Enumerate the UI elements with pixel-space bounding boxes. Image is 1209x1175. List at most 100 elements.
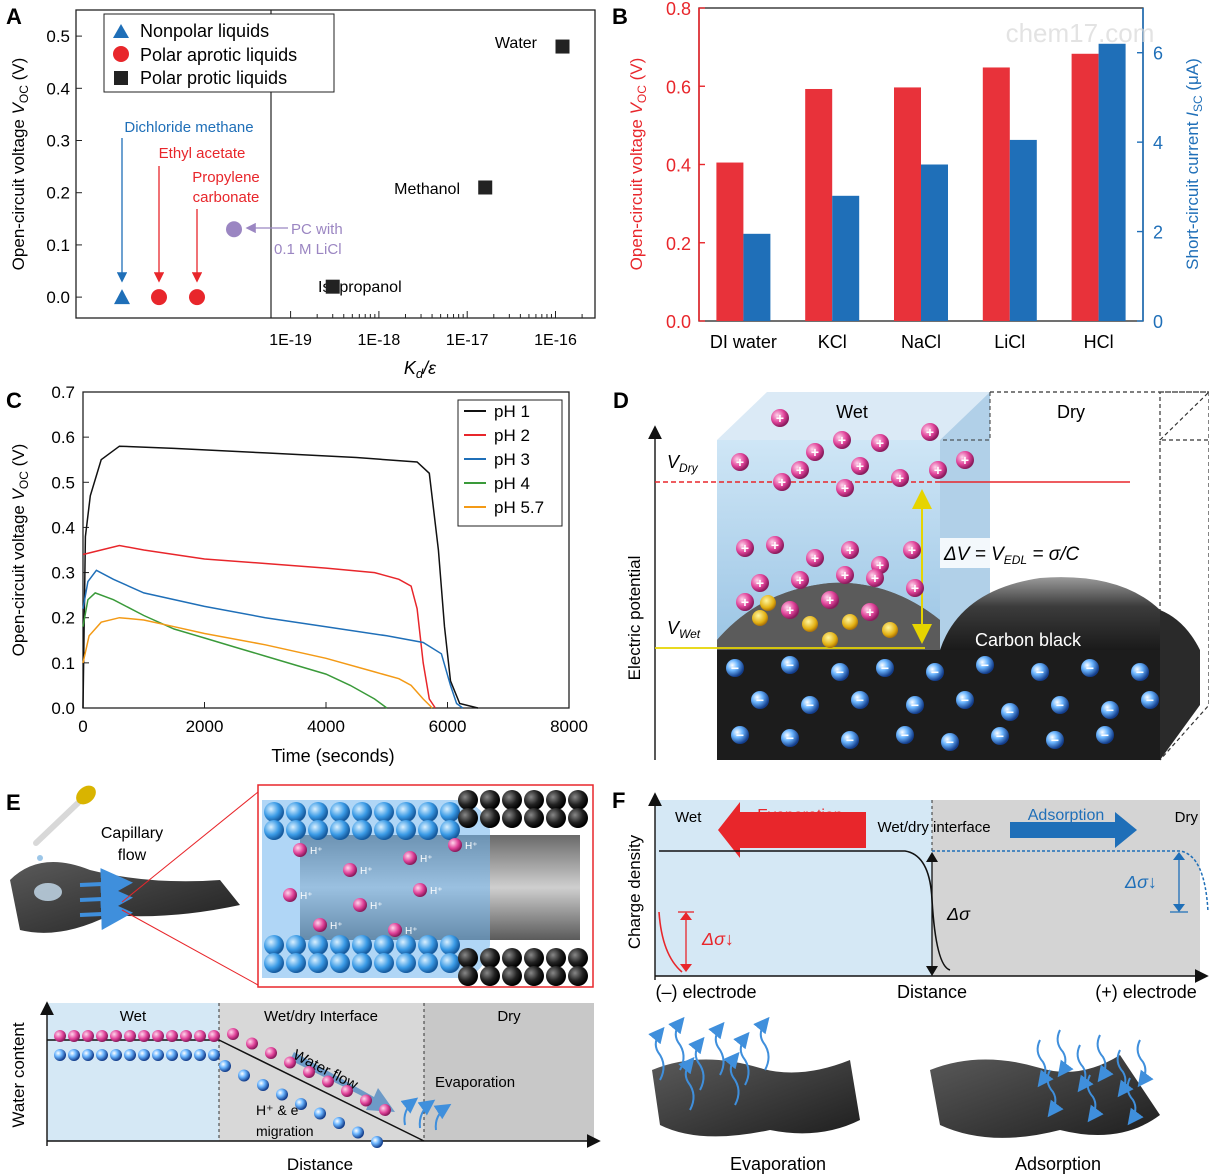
proton — [353, 898, 367, 912]
panel-f-label: F — [612, 788, 625, 813]
evaporation-arrow — [718, 802, 866, 858]
panel-a-label: A — [6, 4, 22, 29]
electron — [68, 1049, 80, 1061]
proton — [246, 1037, 258, 1050]
electron — [781, 656, 799, 674]
e-interface-label: Wet/dry Interface — [264, 1008, 378, 1025]
y-tick-label: 0.7 — [51, 383, 75, 402]
e-wet-label: Wet — [120, 1008, 147, 1025]
electron-sign: − — [911, 697, 919, 713]
cation-sign: + — [778, 474, 786, 490]
f-dry-label: Dry — [1175, 809, 1199, 826]
f-vapor-arrows — [648, 1016, 1154, 1126]
annot-methanol: Methanol — [394, 181, 460, 198]
electron-sign: − — [996, 728, 1004, 744]
f-wet-label: Wet — [675, 809, 702, 826]
electron — [1141, 691, 1159, 709]
right-tick-label: 6 — [1153, 44, 1163, 64]
proton — [303, 1066, 315, 1078]
watermark: chem17.com — [1006, 18, 1155, 48]
dsigma-evap-label: Δσ↓ — [701, 929, 734, 949]
panel-a-axes-frame — [75, 9, 596, 319]
panel-c-x-axis-label: Time (seconds) — [271, 746, 394, 766]
panel-c-label: C — [6, 388, 22, 413]
proton — [313, 918, 327, 932]
carbon-bead — [568, 948, 588, 968]
water-bead — [374, 935, 394, 955]
dsigma-label: Δσ — [946, 904, 971, 924]
annot-pc-licl-2: 0.1 M LiCl — [274, 241, 342, 258]
panel-d-wet-label: Wet — [836, 402, 868, 422]
panel-a-y-axis-label: Open-circuit voltage VOC (V) — [9, 58, 31, 271]
proton — [448, 838, 462, 852]
cation-sign: + — [796, 572, 804, 588]
electron — [194, 1049, 206, 1061]
panel-a: A 0.00.10.20.30.40.5 1E-19 1E-18 1E-17 1E-1… — [6, 4, 596, 381]
proton — [208, 1030, 220, 1042]
carbon-bead — [524, 966, 544, 986]
electron — [371, 1136, 383, 1148]
water-bead — [330, 802, 350, 822]
electron — [906, 696, 924, 714]
electron — [851, 691, 869, 709]
proton-label: H⁺ — [360, 866, 373, 877]
cation — [891, 469, 909, 487]
water-bead — [352, 935, 372, 955]
cation-sign: + — [796, 462, 804, 478]
vapor-down-arrow — [1126, 1077, 1144, 1126]
electron — [726, 659, 744, 677]
electron — [991, 727, 1009, 745]
panel-a-x-axis-label: Kd/ε — [404, 358, 437, 381]
water-bead — [352, 820, 372, 840]
cation-sign: + — [811, 550, 819, 566]
annot-pc-1: Propylene — [192, 169, 260, 186]
bar-voc — [805, 88, 833, 322]
pos-electrode-label: (+) electrode — [1095, 982, 1197, 1002]
electron — [731, 726, 749, 744]
carbon-bead — [502, 966, 522, 986]
annot-pc-2: carbonate — [193, 189, 260, 206]
electron — [166, 1049, 178, 1061]
wet-box-top — [717, 392, 990, 440]
category-label: KCl — [818, 332, 847, 352]
electron — [1051, 696, 1069, 714]
annot-dcm: Dichloride methane — [124, 119, 253, 136]
bar-voc — [894, 87, 921, 321]
cation — [791, 461, 809, 479]
panel-c-ticks: 0.0 0.1 0.2 0.3 0.4 0.5 0.6 0.7 0 2000 4000 6000 800… — [51, 383, 588, 736]
e-ions — [54, 1028, 391, 1148]
vapor-down-arrow — [1056, 1029, 1074, 1078]
f-bottom-evaporation-label: Evaporation — [730, 1154, 826, 1174]
migration-label-2: migration — [256, 1123, 314, 1139]
panel-e: E Capillary flow H⁺ H⁺ H⁺ H⁺ H⁺ H⁺ H⁺ H⁺ H⁺ — [6, 784, 601, 1174]
electron — [941, 733, 959, 751]
cation-sign: + — [846, 542, 854, 558]
series-line-pH-1 — [82, 445, 479, 709]
proton — [96, 1030, 108, 1042]
f-adsorption-label: Adsorption — [1028, 807, 1105, 824]
panel-c-lines — [82, 445, 479, 709]
cation — [906, 579, 924, 597]
panel-d-y-axis-label: Electric potential — [625, 556, 644, 681]
counter-ion — [760, 595, 776, 611]
panel-f: F Charge density Wet Dry Evaporation Ads… — [612, 788, 1209, 1174]
cation — [791, 571, 809, 589]
cation-sign: + — [856, 458, 864, 474]
series-line-pH-5.7 — [82, 616, 433, 709]
panel-a-y-ticks: 0.0 0.1 0.2 0.3 0.4 0.5 — [46, 27, 82, 307]
cation — [866, 569, 884, 587]
electron — [208, 1049, 220, 1061]
cation — [773, 473, 791, 491]
proton — [322, 1075, 334, 1088]
electron — [1001, 703, 1019, 721]
counter-ion — [842, 614, 858, 630]
vapor-down-arrow — [1036, 1039, 1054, 1088]
carbon-bead — [480, 808, 500, 828]
carbon-bead — [458, 948, 478, 968]
electron-sign: − — [756, 692, 764, 708]
electron-sign: − — [981, 657, 989, 673]
carbon-bead — [480, 790, 500, 810]
legend-label: pH 4 — [494, 474, 530, 493]
electron — [295, 1098, 307, 1110]
cation-sign: + — [736, 454, 744, 470]
